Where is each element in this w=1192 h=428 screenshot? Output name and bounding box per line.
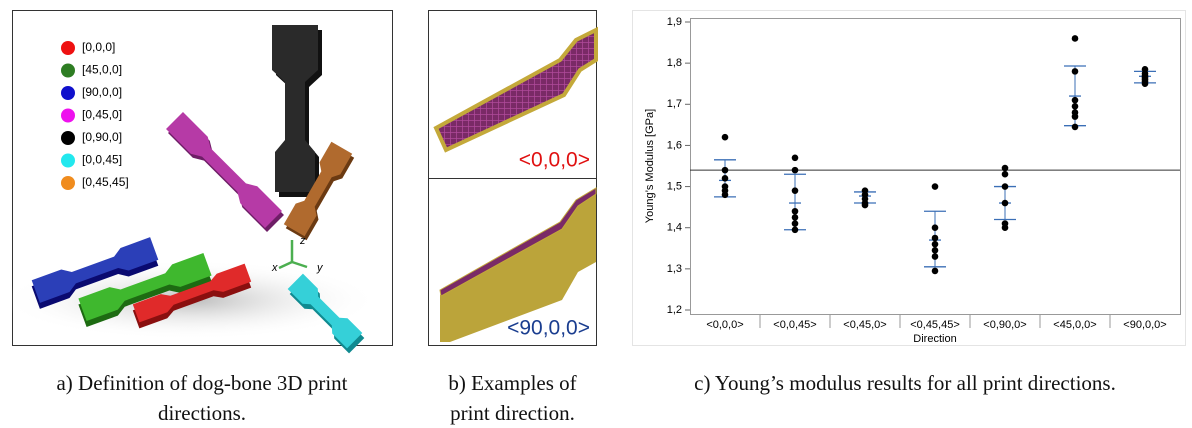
data-point bbox=[1141, 80, 1149, 88]
data-point bbox=[1071, 68, 1079, 75]
data-point bbox=[1071, 123, 1079, 131]
legend-swatch bbox=[61, 63, 75, 78]
legend-swatch bbox=[61, 108, 75, 123]
x-tick-label: <0,0,45> bbox=[773, 319, 816, 331]
data-point bbox=[791, 187, 799, 194]
data-point bbox=[1001, 224, 1009, 232]
data-point bbox=[931, 240, 939, 248]
print-label: <90,0,0> bbox=[507, 317, 590, 340]
x-tick-label: <90,0,0> bbox=[1123, 319, 1166, 331]
data-point bbox=[791, 154, 799, 162]
y-tick-label: 1,6 bbox=[667, 139, 682, 151]
data-point bbox=[1001, 170, 1009, 178]
data-point bbox=[1071, 96, 1079, 104]
data-point bbox=[1001, 183, 1009, 190]
data-point bbox=[721, 166, 729, 174]
plot: 1,2 1,3 1,4 1,5 1,6 1,7 1,8 1,9 <0,0,0> <0,0,45> <… bbox=[667, 16, 1180, 331]
y-tick-label: 1,9 bbox=[667, 16, 682, 28]
print-label: <0,0,0> bbox=[519, 149, 590, 172]
legend-label: [0,0,45] bbox=[82, 153, 122, 167]
print-top bbox=[433, 26, 598, 153]
dog-bones bbox=[31, 25, 365, 354]
print-edge bbox=[439, 187, 597, 297]
print-side bbox=[440, 192, 596, 342]
x-tick-label: <0,90,0> bbox=[983, 319, 1026, 331]
data-point bbox=[791, 226, 799, 234]
data-point bbox=[931, 253, 939, 260]
data-point bbox=[1001, 199, 1009, 207]
data-point bbox=[931, 183, 939, 190]
y-tick-label: 1,5 bbox=[667, 180, 682, 192]
data-point bbox=[1071, 113, 1079, 120]
axis-triad bbox=[278, 240, 308, 270]
legend-label: [0,45,45] bbox=[82, 175, 129, 189]
legend: [0,0,0] [45,0,0] [90,0,0] [0,45,0] [0,90,0] [… bbox=[61, 40, 129, 190]
legend-label: [0,0,0] bbox=[82, 40, 115, 54]
y-tick-label: 1,7 bbox=[667, 98, 682, 110]
data-point bbox=[1071, 103, 1079, 110]
axis-y-label: y bbox=[316, 262, 324, 274]
data-point bbox=[861, 201, 869, 209]
legend-label: [0,90,0] bbox=[82, 130, 122, 144]
legend-swatch bbox=[61, 86, 75, 100]
axis-z-label: z bbox=[299, 235, 306, 247]
data-point bbox=[1001, 164, 1009, 172]
y-tick-label: 1,2 bbox=[667, 304, 682, 316]
data-point bbox=[931, 224, 939, 232]
y-axis-title: Young’s Modulus [GPa] bbox=[644, 109, 656, 223]
y-tick-label: 1,3 bbox=[667, 263, 682, 275]
data-point bbox=[791, 207, 799, 215]
x-axis-title: Direction bbox=[913, 333, 956, 345]
data-point bbox=[931, 267, 939, 275]
legend-label: [45,0,0] bbox=[82, 63, 122, 77]
data-point bbox=[791, 166, 799, 174]
legend-swatch bbox=[61, 176, 75, 190]
caption: b) Examples of print direction. bbox=[448, 371, 577, 425]
x-tick-label: <0,45,0> bbox=[843, 319, 886, 331]
legend-swatch bbox=[61, 131, 75, 145]
data-point bbox=[931, 247, 939, 254]
legend-swatch bbox=[61, 41, 75, 55]
data-point bbox=[721, 191, 729, 199]
y-tick-label: 1,4 bbox=[667, 222, 682, 234]
legend-swatch bbox=[61, 153, 75, 168]
data-point bbox=[721, 133, 729, 141]
legend-label: [0,45,0] bbox=[82, 108, 122, 122]
axis-x-label: x bbox=[271, 262, 278, 274]
data-point bbox=[721, 175, 729, 182]
caption: a) Definition of dog-bone 3D print direc… bbox=[56, 371, 348, 425]
data-point bbox=[1071, 35, 1079, 42]
legend-label: [90,0,0] bbox=[82, 85, 122, 99]
data-point bbox=[791, 214, 799, 221]
x-tick-label: <45,0,0> bbox=[1053, 319, 1096, 331]
x-tick-label: <0,0,0> bbox=[706, 319, 743, 331]
caption: c) Young’s modulus results for all print… bbox=[694, 371, 1116, 395]
y-tick-label: 1,8 bbox=[667, 57, 682, 69]
x-tick-label: <0,45,45> bbox=[910, 319, 960, 331]
data-point bbox=[931, 234, 939, 242]
data-point bbox=[791, 220, 799, 227]
